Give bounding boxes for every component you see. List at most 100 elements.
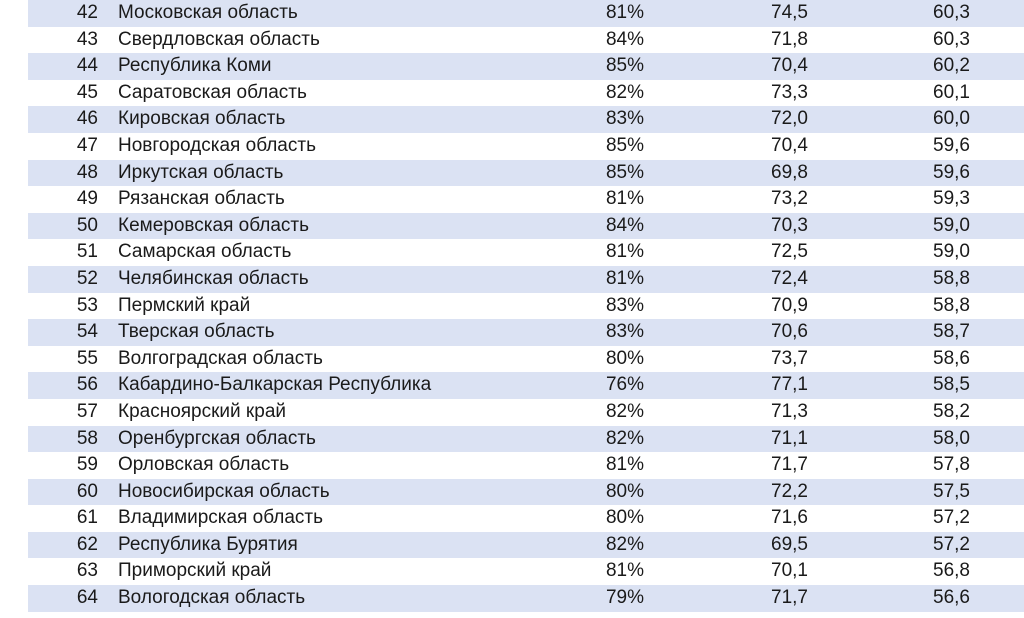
percent-cell: 81%: [605, 2, 644, 23]
region-name-cell: Оренбургская область: [118, 427, 316, 449]
value-2-cell: 58,8: [933, 267, 970, 289]
table-row: 52 Челябинская область 81% 72,4 58,8: [28, 265, 1024, 293]
value-1-cell: 73,3: [771, 81, 808, 103]
rank-cell: 47: [76, 134, 98, 156]
rank-cell: 52: [76, 267, 98, 289]
value-1-cell: 73,7: [771, 347, 808, 369]
value-1-cell: 70,4: [771, 134, 808, 156]
percent-cell: 83%: [605, 321, 644, 343]
table-row: 55 Волгоградская область 80% 73,7 58,6: [28, 346, 1024, 373]
table-row: 59 Орловская область 81% 71,7 57,8: [28, 452, 1024, 479]
table-row: 64 Вологодская область 79% 71,7 56,6: [28, 585, 1024, 612]
percent-cell: 82%: [605, 81, 644, 103]
value-1-cell: 70,6: [771, 321, 808, 343]
value-2-cell: 57,8: [933, 454, 970, 476]
table-row: 57 Красноярский край 82% 71,3 58,2: [28, 399, 1024, 426]
region-name-cell: Кировская область: [118, 108, 286, 130]
value-2-cell: 60,3: [933, 28, 970, 50]
value-2-cell: 58,0: [933, 427, 970, 449]
percent-cell: 82%: [605, 533, 644, 555]
percent-cell: 80%: [605, 347, 644, 369]
percent-cell: 80%: [605, 507, 644, 529]
table-row: 42 Московская область 81% 74,5 60,3: [28, 0, 1024, 27]
value-1-cell: 69,5: [771, 533, 808, 555]
value-1-cell: 71,8: [771, 28, 808, 50]
region-name-cell: Владимирская область: [118, 507, 323, 529]
value-2-cell: 59,3: [933, 188, 970, 210]
percent-cell: 76%: [605, 374, 644, 396]
value-2-cell: 57,2: [933, 507, 970, 529]
percent-cell: 85%: [605, 134, 644, 156]
region-name-cell: Рязанская область: [118, 188, 285, 210]
rank-cell: 56: [76, 374, 98, 396]
percent-cell: 85%: [605, 161, 644, 183]
value-2-cell: 59,6: [933, 134, 970, 156]
rank-cell: 44: [76, 55, 98, 77]
rank-cell: 51: [76, 241, 98, 263]
value-1-cell: 74,5: [771, 2, 808, 23]
region-name-cell: Челябинская область: [118, 267, 309, 289]
percent-cell: 85%: [605, 55, 644, 77]
region-name-cell: Волгоградская область: [118, 347, 323, 369]
rank-cell: 53: [76, 294, 98, 316]
region-ranking-table: 42 Московская область 81% 74,5 60,3 43 Свердл…: [28, 0, 1024, 612]
table-row: 53 Пермский край 83% 70,9 58,8: [28, 293, 1024, 320]
value-1-cell: 72,0: [771, 108, 808, 130]
table-row: 61 Владимирская область 80% 71,6 57,2: [28, 505, 1024, 532]
table-row: 48 Иркутская область 85% 69,8 59,6: [28, 159, 1024, 187]
value-1-cell: 71,7: [771, 587, 808, 609]
value-1-cell: 70,4: [771, 55, 808, 77]
rank-cell: 48: [76, 161, 98, 183]
table-row: 43 Свердловская область 84% 71,8 60,3: [28, 27, 1024, 54]
table-row: 46 Кировская область 83% 72,0 60,0: [28, 106, 1024, 133]
rank-cell: 54: [76, 321, 98, 343]
region-name-cell: Пермский край: [118, 294, 251, 316]
value-2-cell: 60,0: [933, 108, 970, 130]
rank-cell: 60: [76, 480, 98, 502]
table-row: 62 Республика Бурятия 82% 69,5 57,2: [28, 531, 1024, 559]
value-1-cell: 71,7: [771, 454, 808, 476]
table-row: 60 Новосибирская область 80% 72,2 57,5: [28, 478, 1024, 506]
region-name-cell: Свердловская область: [118, 28, 320, 50]
table-row: 58 Оренбургская область 82% 71,1 58,0: [28, 425, 1024, 453]
table-row: 50 Кемеровская область 84% 70,3 59,0: [28, 212, 1024, 240]
rank-cell: 55: [76, 347, 98, 369]
percent-cell: 81%: [605, 267, 644, 289]
rank-cell: 42: [76, 2, 98, 23]
region-name-cell: Саратовская область: [118, 81, 307, 103]
percent-cell: 79%: [605, 587, 644, 609]
region-name-cell: Тверская область: [118, 321, 275, 343]
percent-cell: 81%: [605, 560, 644, 582]
value-2-cell: 57,5: [933, 480, 970, 502]
value-1-cell: 72,5: [771, 241, 808, 263]
value-1-cell: 70,1: [771, 560, 808, 582]
value-2-cell: 56,6: [933, 587, 970, 609]
region-name-cell: Кемеровская область: [118, 214, 309, 236]
region-name-cell: Орловская область: [118, 454, 290, 476]
table-row: 45 Саратовская область 82% 73,3 60,1: [28, 80, 1024, 107]
rank-cell: 58: [76, 427, 98, 449]
value-2-cell: 60,1: [933, 81, 970, 103]
value-2-cell: 60,3: [933, 2, 970, 23]
region-name-cell: Новосибирская область: [118, 480, 330, 502]
percent-cell: 80%: [605, 480, 644, 502]
region-name-cell: Приморский край: [118, 560, 272, 582]
percent-cell: 82%: [605, 400, 644, 422]
table-row: 51 Самарская область 81% 72,5 59,0: [28, 239, 1024, 266]
value-1-cell: 71,3: [771, 400, 808, 422]
rank-cell: 62: [76, 533, 98, 555]
rank-cell: 61: [76, 507, 98, 529]
table-row: 47 Новгородская область 85% 70,4 59,6: [28, 133, 1024, 160]
rank-cell: 49: [76, 188, 98, 210]
value-2-cell: 60,2: [933, 55, 970, 77]
percent-cell: 83%: [605, 108, 644, 130]
value-1-cell: 73,2: [771, 188, 808, 210]
region-name-cell: Новгородская область: [118, 134, 316, 156]
value-1-cell: 69,8: [771, 161, 808, 183]
percent-cell: 83%: [605, 294, 644, 316]
rank-cell: 59: [76, 454, 98, 476]
region-name-cell: Московская область: [118, 2, 298, 23]
region-name-cell: Иркутская область: [118, 161, 284, 183]
percent-cell: 84%: [605, 214, 644, 236]
value-2-cell: 59,0: [933, 214, 970, 236]
